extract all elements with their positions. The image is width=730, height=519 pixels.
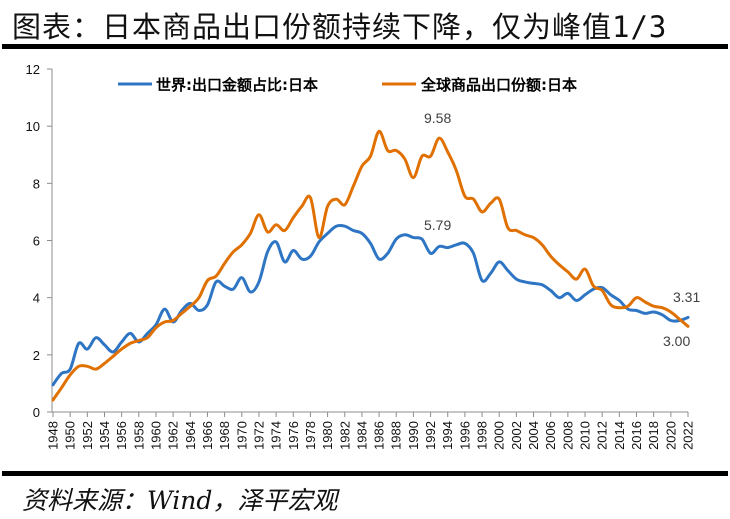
bottom-rule (2, 471, 728, 476)
data-label-export-ratio-1993: 5.79 (424, 217, 451, 233)
x-tick-label: 1996 (457, 421, 472, 450)
data-label-export-ratio-2022: 3.31 (673, 289, 700, 305)
x-tick-label: 1990 (406, 421, 421, 450)
data-label-share-2022: 3.00 (663, 333, 690, 349)
y-tick-label: 2 (33, 348, 40, 363)
y-axis: 0 2 4 6 8 10 12 (26, 62, 53, 420)
series-lines (51, 129, 690, 402)
x-tick-label: 1992 (423, 421, 438, 450)
x-tick-label: 2016 (629, 421, 644, 450)
x-tick-label: 1948 (46, 421, 61, 450)
source-note: 资料来源：Wind，泽平宏观 (22, 486, 338, 515)
x-tick-label: 2008 (560, 421, 575, 450)
y-tick-label: 10 (26, 119, 40, 134)
x-tick-label: 2014 (612, 421, 627, 450)
y-tick-label: 8 (33, 176, 40, 191)
legend: 世界:出口金额占比:日本 全球商品出口份额:日本 (118, 76, 577, 94)
x-tick-label: 2002 (509, 421, 524, 450)
x-tick-label: 1988 (389, 421, 404, 450)
x-tick-label: 1984 (354, 421, 369, 450)
x-axis: 1948 1950 1952 1954 1956 1958 1960 1962 1964 1966… (46, 411, 696, 450)
chart-title: 图表：日本商品出口份额持续下降，仅为峰值1/3 (12, 10, 668, 44)
x-tick-label: 2010 (578, 421, 593, 450)
x-tick-label: 1994 (440, 421, 455, 450)
x-tick-label: 2022 (681, 421, 696, 450)
legend-label-series-1: 全球商品出口份额:日本 (420, 76, 577, 94)
y-tick-label: 0 (33, 405, 40, 420)
x-tick-label: 1970 (234, 421, 249, 450)
legend-label-series-0: 世界:出口金额占比:日本 (156, 76, 318, 94)
x-tick-label: 1962 (166, 421, 181, 450)
y-tick-label: 4 (33, 291, 40, 306)
x-tick-label: 1966 (200, 421, 215, 450)
top-rule (2, 44, 728, 49)
x-tick-label: 1952 (80, 421, 95, 450)
x-tick-label: 1950 (63, 421, 78, 450)
series-line-0 (51, 223, 690, 387)
x-tick-label: 1960 (148, 421, 163, 450)
x-tick-label: 2004 (526, 421, 541, 450)
x-tick-label: 1978 (303, 421, 318, 450)
data-labels: 9.58 5.79 3.31 3.00 (424, 110, 700, 349)
x-tick-label: 2012 (595, 421, 610, 450)
x-tick-label: 1974 (269, 421, 284, 450)
x-tick-label: 1976 (286, 421, 301, 450)
series-line-1 (51, 129, 690, 402)
y-tick-label: 12 (26, 62, 40, 77)
x-tick-label: 1958 (131, 421, 146, 450)
y-tick-label: 6 (33, 234, 40, 249)
x-tick-label: 1982 (337, 421, 352, 450)
x-tick-label: 1980 (320, 421, 335, 450)
data-label-peak-share: 9.58 (424, 110, 451, 126)
x-tick-label: 1954 (97, 421, 112, 450)
x-tick-label: 1972 (251, 421, 266, 450)
x-tick-label: 1998 (475, 421, 490, 450)
x-tick-label: 1956 (114, 421, 129, 450)
x-tick-label: 1964 (183, 421, 198, 450)
x-tick-label: 2000 (492, 421, 507, 450)
x-tick-label: 1968 (217, 421, 232, 450)
x-tick-label: 2018 (646, 421, 661, 450)
x-tick-label: 2006 (543, 421, 558, 450)
x-tick-label: 2020 (663, 421, 678, 450)
x-tick-label: 1986 (372, 421, 387, 450)
